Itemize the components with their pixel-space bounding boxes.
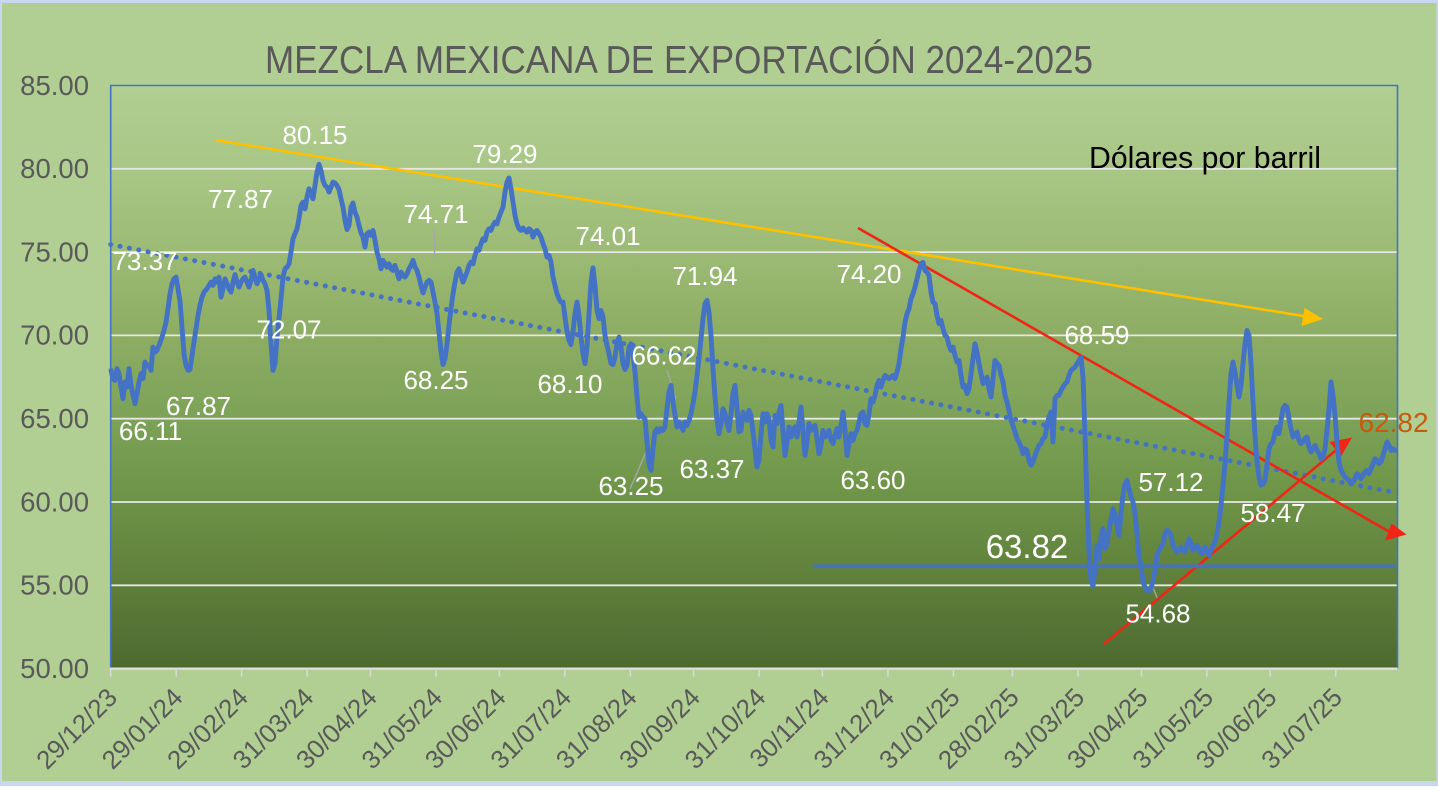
- svg-text:58.47: 58.47: [1240, 498, 1305, 528]
- svg-text:68.10: 68.10: [537, 369, 602, 399]
- svg-text:80.15: 80.15: [282, 120, 347, 150]
- svg-text:71.94: 71.94: [672, 261, 737, 291]
- svg-text:62.82: 62.82: [1358, 407, 1428, 438]
- svg-text:66.62: 66.62: [631, 341, 696, 371]
- svg-text:65.00: 65.00: [20, 403, 89, 434]
- svg-text:60.00: 60.00: [20, 486, 89, 517]
- svg-text:70.00: 70.00: [20, 320, 89, 351]
- svg-text:75.00: 75.00: [20, 236, 89, 267]
- svg-text:73.37: 73.37: [112, 246, 177, 276]
- svg-text:MEZCLA MEXICANA DE EXPORTACIÓN: MEZCLA MEXICANA DE EXPORTACIÓN 2024-2025: [265, 39, 1093, 82]
- svg-text:68.25: 68.25: [403, 365, 468, 395]
- svg-text:79.29: 79.29: [472, 139, 537, 169]
- svg-text:67.87: 67.87: [166, 391, 231, 421]
- svg-text:63.82: 63.82: [986, 528, 1069, 565]
- svg-text:74.01: 74.01: [575, 221, 640, 251]
- svg-text:57.12: 57.12: [1138, 467, 1203, 497]
- svg-text:77.87: 77.87: [208, 184, 273, 214]
- svg-text:80.00: 80.00: [20, 153, 89, 184]
- svg-text:68.59: 68.59: [1064, 320, 1129, 350]
- svg-text:54.68: 54.68: [1125, 599, 1190, 629]
- svg-text:63.37: 63.37: [679, 454, 744, 484]
- svg-text:74.71: 74.71: [403, 199, 468, 229]
- svg-text:55.00: 55.00: [20, 570, 89, 601]
- svg-text:50.00: 50.00: [20, 653, 89, 684]
- svg-text:63.25: 63.25: [598, 471, 663, 501]
- svg-text:74.20: 74.20: [836, 259, 901, 289]
- svg-text:72.07: 72.07: [256, 315, 321, 345]
- svg-text:Dólares por barril: Dólares por barril: [1089, 140, 1321, 175]
- svg-text:63.60: 63.60: [840, 465, 905, 495]
- svg-text:85.00: 85.00: [20, 70, 89, 101]
